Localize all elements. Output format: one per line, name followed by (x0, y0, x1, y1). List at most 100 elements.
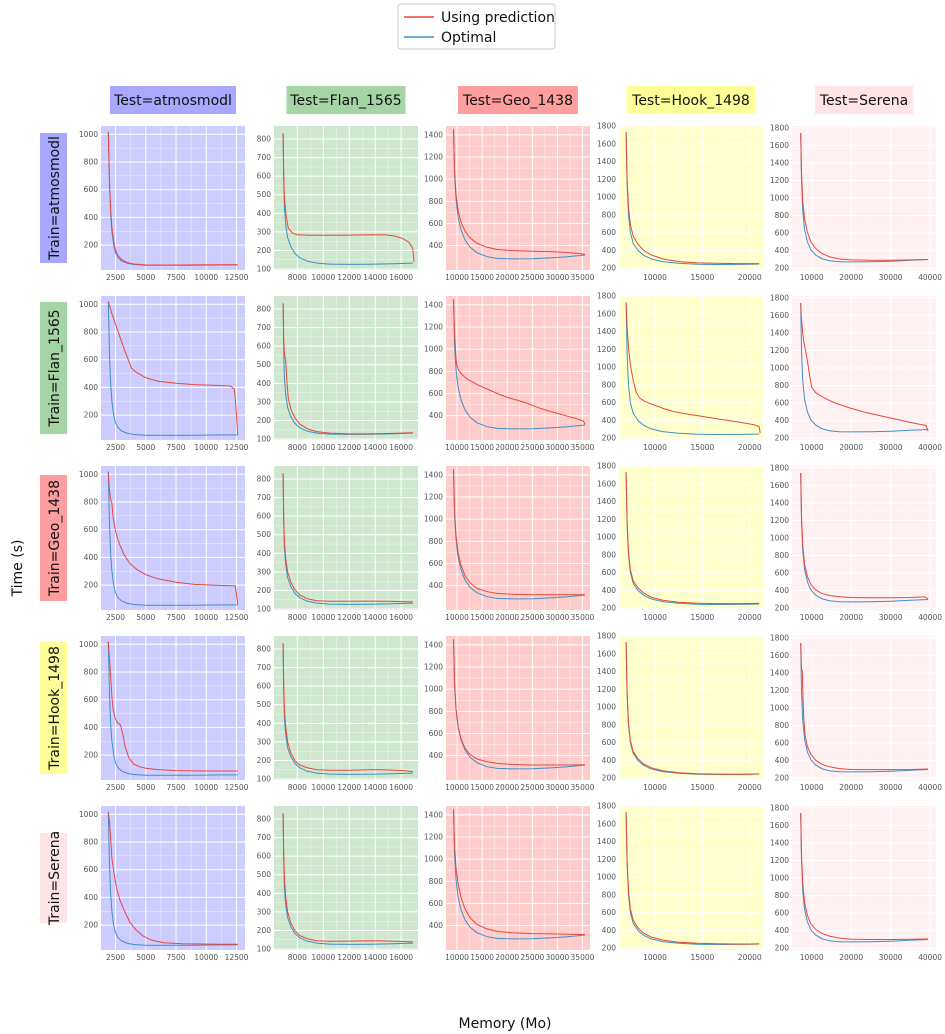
panel-background (101, 296, 245, 440)
y-tick-label: 600 (84, 695, 99, 704)
series-line-prediction (107, 472, 239, 605)
y-tick-label: 700 (257, 323, 272, 332)
x-tick-label: 15000 (690, 273, 714, 282)
y-tick-label: 600 (602, 228, 617, 237)
x-tick-label: 10000 (445, 953, 469, 962)
x-tick-label: 10000 (311, 613, 335, 622)
y-tick-label: 1600 (770, 141, 789, 150)
column-title: Test=Serena (819, 93, 908, 109)
panel: 2500 5000 7500 10000 12500 200 400 600 800 1000 (79, 636, 249, 792)
x-tick-label: 8000 (288, 953, 307, 962)
row-title-box (40, 475, 67, 601)
y-tick-label: 700 (257, 493, 272, 502)
y-tick-label: 300 (257, 907, 272, 916)
x-tick-label: 10000 (800, 443, 824, 452)
row-title-box (40, 642, 67, 774)
column-title-box (626, 86, 756, 114)
series-line-prediction (625, 472, 760, 605)
y-tick-label: 200 (257, 586, 272, 595)
y-tick-label: 500 (257, 870, 272, 879)
x-tick-label: 7500 (166, 273, 185, 282)
y-tick-label: 1000 (597, 703, 616, 712)
panel: 10000 15000 20000 200 400 600 800 1000 1200 1400 1… (597, 802, 763, 962)
x-tick-label: 12500 (225, 273, 249, 282)
y-tick-label: 1400 (770, 838, 789, 847)
y-tick-label: 1600 (770, 481, 789, 490)
y-tick-label: 200 (84, 921, 99, 930)
y-tick-label: 1400 (597, 327, 616, 336)
x-tick-label: 20000 (495, 953, 519, 962)
series-line-optimal (800, 812, 929, 943)
x-tick-label: 10000 (643, 953, 667, 962)
series-line-optimal (282, 133, 413, 265)
y-tick-label: 1000 (424, 175, 443, 184)
x-tick-label: 5000 (136, 783, 155, 792)
x-tick-label: 2500 (106, 443, 125, 452)
x-tick-label: 10000 (800, 783, 824, 792)
x-tick-label: 2500 (106, 273, 125, 282)
panel-background (446, 296, 590, 440)
series-line-prediction (107, 132, 238, 266)
y-tick-label: 1800 (597, 802, 616, 811)
y-tick-label: 600 (602, 738, 617, 747)
y-tick-label: 1600 (770, 311, 789, 320)
x-tick-label: 25000 (520, 273, 544, 282)
panel: 10000 15000 20000 200 400 600 800 1000 1200 1400 1… (597, 292, 763, 452)
y-tick-label: 400 (602, 926, 617, 935)
y-tick-label: 500 (257, 700, 272, 709)
x-tick-label: 10000 (311, 953, 335, 962)
x-tick-label: 10000 (194, 783, 218, 792)
panel: 2500 5000 7500 10000 12500 200 400 600 800 1000 (79, 466, 249, 622)
y-tick-label: 1400 (597, 497, 616, 506)
y-tick-label: 600 (602, 568, 617, 577)
panel: 8000 10000 12000 14000 16000 100 200 300 400 500 6… (257, 806, 418, 962)
panel-background (619, 296, 763, 440)
series-line-prediction (800, 302, 929, 432)
series-line-prediction (453, 809, 586, 935)
panel: 10000 20000 30000 40000 200 400 600 800 1000 1200… (770, 803, 942, 962)
x-tick-label: 14000 (363, 273, 387, 282)
y-tick-label: 400 (429, 751, 444, 760)
y-tick-label: 600 (775, 229, 790, 238)
x-tick-label: 16000 (389, 953, 413, 962)
y-tick-label: 1000 (597, 533, 616, 542)
series-line-prediction (453, 639, 586, 766)
x-tick-label: 10000 (445, 613, 469, 622)
x-tick-label: 30000 (545, 443, 569, 452)
x-tick-label: 7500 (166, 953, 185, 962)
y-tick-label: 400 (775, 926, 790, 935)
x-tick-label: 20000 (738, 783, 762, 792)
y-tick-label: 1000 (424, 345, 443, 354)
y-tick-label: 400 (84, 723, 99, 732)
x-tick-label: 10000 (194, 443, 218, 452)
y-tick-label: 200 (775, 604, 790, 613)
column-titles: Test=atmosmodl Test=Flan_1565 Test=Geo_143… (110, 86, 913, 114)
panel-background (446, 636, 590, 780)
y-tick-label: 200 (602, 264, 617, 273)
y-tick-label: 400 (775, 246, 790, 255)
series-line-prediction (282, 813, 413, 943)
y-tick-label: 800 (257, 475, 272, 484)
series-line-prediction (800, 472, 929, 600)
y-tick-label: 200 (602, 604, 617, 613)
y-tick-label: 1800 (770, 463, 789, 472)
x-tick-label: 12000 (337, 613, 361, 622)
y-tick-label: 1200 (597, 685, 616, 694)
panel-background (274, 806, 418, 950)
series-line-prediction (282, 473, 413, 603)
y-tick-label: 1600 (770, 651, 789, 660)
column-title-box (815, 86, 913, 114)
y-tick-label: 600 (257, 342, 272, 351)
y-tick-label: 800 (602, 890, 617, 899)
y-tick-label: 200 (602, 944, 617, 953)
y-tick-label: 200 (775, 774, 790, 783)
x-tick-label: 25000 (520, 613, 544, 622)
x-tick-label: 10000 (445, 783, 469, 792)
y-tick-label: 500 (257, 190, 272, 199)
y-tick-label: 1000 (770, 364, 789, 373)
panel-background (619, 806, 763, 950)
x-tick-label: 5000 (136, 953, 155, 962)
panel: 10000 15000 20000 200 400 600 800 1000 1200 1400 1… (597, 462, 763, 622)
y-tick-label: 400 (429, 581, 444, 590)
x-tick-label: 30000 (879, 783, 903, 792)
